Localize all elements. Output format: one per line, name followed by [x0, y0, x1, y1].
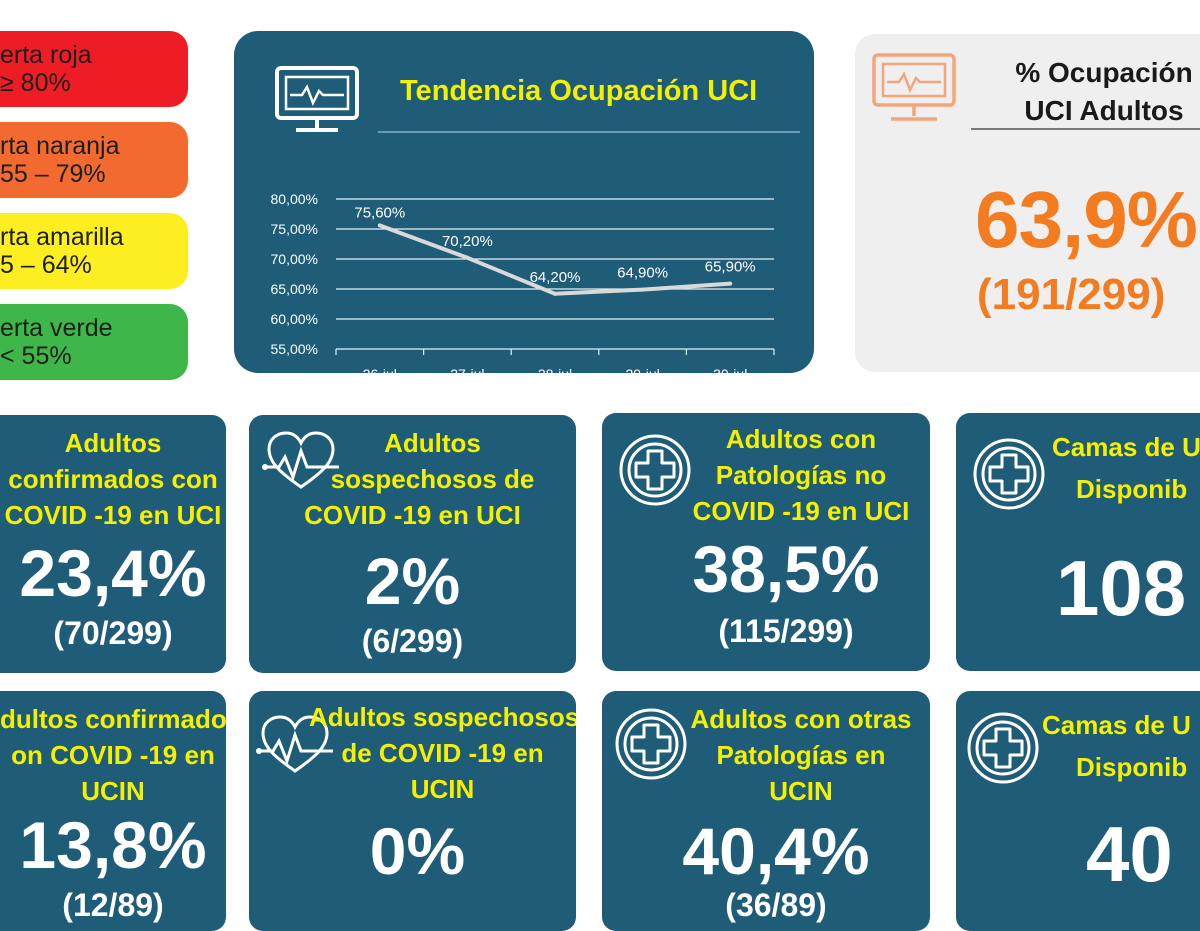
alert-label: erta roja [0, 41, 92, 69]
alert-label: rta naranja [0, 132, 120, 160]
card-value: 2% [364, 544, 461, 618]
card-title-line: COVID -19 en UCI [692, 496, 910, 526]
occupancy-value: 63,9% [975, 175, 1198, 264]
card-title-line: Adultos [384, 428, 481, 458]
card-title-line: COVID -19 en UCI [4, 500, 222, 530]
y-tick-label: 60,00% [271, 311, 318, 327]
occupancy-title: % Ocupación UCI Adultos [973, 54, 1200, 130]
card-other-uci: Adultos con Patologías no COVID -19 en U… [602, 413, 930, 671]
medical-cross-icon [615, 708, 687, 780]
alert-green: erta verde < 55% [0, 304, 188, 380]
card-title-line: Adultos [64, 428, 162, 458]
chart-title: Tendencia Ocupación UCI [400, 75, 758, 107]
card-confirmed-ucin: dultos confirmados on COVID -19 en UCIN … [0, 691, 226, 931]
alert-red: erta roja ≥ 80% [0, 31, 188, 107]
y-tick-label: 80,00% [271, 191, 318, 207]
card-suspected-uci: Adultos sospechosos de COVID -19 en UCI … [249, 415, 576, 673]
data-point [465, 255, 470, 260]
y-tick-label: 55,00% [271, 341, 318, 357]
card-title-line: sospechosos de [330, 464, 535, 494]
card-beds-uci: Camas de U Disponib 108 [956, 413, 1200, 671]
medical-cross-icon [619, 434, 691, 506]
card-count: (70/299) [53, 615, 173, 651]
card-title-line: UCIN [81, 776, 145, 806]
monitor-heartbeat-icon [872, 53, 956, 121]
trend-panel: Tendencia Ocupación UCI 55,00% 60,00% 65,0… [234, 31, 814, 373]
y-tick-label: 75,00% [271, 221, 318, 237]
alert-label: erta verde [0, 314, 113, 342]
card-value: 40,4% [682, 814, 870, 888]
line-chart: 55,00% 60,00% 65,00% 70,00% 75,00% 80,00% 26-j… [271, 191, 775, 373]
card-count: (36/89) [725, 887, 827, 923]
occupancy-title-line: UCI Adultos [1024, 95, 1184, 126]
alert-range: < 55% [0, 342, 72, 370]
medical-cross-icon [967, 712, 1039, 784]
card-title-line: Camas de U [1052, 432, 1200, 462]
x-tick-label: 30-jul [713, 366, 747, 373]
card-title-line: Disponib [1076, 752, 1188, 782]
alert-orange: rta naranja 55 – 79% [0, 122, 188, 198]
heart-pulse-icon [262, 431, 339, 489]
x-tick-label: 29-jul [625, 366, 659, 373]
occupancy-count: (191/299) [977, 270, 1166, 319]
card-beds-ucin: Camas de U Disponib 40 [956, 691, 1200, 931]
card-suspected-ucin: Adultos sospechosos de COVID -19 en UCIN… [249, 691, 576, 931]
x-tick-label: 26-jul [363, 366, 397, 373]
card-title-line: Patologías no [715, 460, 887, 490]
title-rule [378, 131, 800, 133]
card-title-line: Adultos sospechosos [309, 702, 576, 732]
card-confirmed-uci: Adultos confirmados con COVID -19 en UCI… [0, 415, 226, 673]
data-label: 70,20% [442, 233, 493, 250]
card-value: 38,5% [692, 532, 880, 606]
data-label: 64,90% [617, 265, 668, 282]
data-label: 65,90% [705, 259, 756, 276]
data-point [377, 223, 382, 228]
alert-yellow: rta amarilla 5 – 64% [0, 213, 188, 289]
heart-pulse-icon [256, 715, 333, 773]
card-title-line: Camas de U [1042, 710, 1191, 740]
card-title-line: confirmados con [8, 464, 218, 494]
occupancy-rule [971, 128, 1200, 130]
data-point [640, 287, 645, 292]
card-value: 23,4% [19, 536, 207, 610]
data-label: 64,20% [530, 269, 581, 286]
card-other-ucin: Adultos con otras Patologías en UCIN 40,… [602, 691, 930, 931]
data-point [728, 281, 733, 286]
y-tick-label: 65,00% [271, 281, 318, 297]
alert-label: rta amarilla [0, 223, 124, 251]
y-tick-label: 70,00% [271, 251, 318, 267]
card-title-line: Patologías en [716, 740, 886, 770]
card-title-line: COVID -19 en UCI [304, 500, 521, 530]
card-title-line: dultos confirmados [0, 704, 226, 734]
alert-range: 5 – 64% [0, 251, 92, 279]
monitor-heartbeat-icon [275, 66, 359, 132]
medical-cross-icon [973, 438, 1045, 510]
x-tick-label: 28-jul [538, 366, 572, 373]
card-title-line: Disponib [1076, 474, 1188, 504]
card-title-line: UCIN [410, 774, 475, 804]
occupancy-title-line: % Ocupación [1015, 57, 1193, 88]
card-title-line: Adultos con [725, 424, 877, 454]
card-value: 108 [1056, 544, 1187, 632]
occupancy-panel: % Ocupación UCI Adultos 63,9% (191/299) [855, 34, 1200, 372]
data-label: 75,60% [354, 204, 405, 221]
card-value: 13,8% [19, 808, 207, 882]
card-title-line: Adultos con otras [690, 704, 912, 734]
card-value: 40 [1086, 810, 1173, 898]
alert-range: 55 – 79% [0, 160, 106, 188]
card-title-line: de COVID -19 en [341, 738, 544, 768]
x-tick-label: 27-jul [450, 366, 484, 373]
card-title-line: on COVID -19 en [11, 740, 215, 770]
card-count: (12/89) [62, 887, 164, 923]
card-title-line: UCIN [769, 776, 833, 806]
alert-range: ≥ 80% [0, 69, 71, 97]
card-count: (6/299) [361, 623, 464, 659]
card-value: 0% [369, 814, 466, 888]
data-point [553, 291, 557, 296]
card-count: (115/299) [718, 613, 854, 649]
